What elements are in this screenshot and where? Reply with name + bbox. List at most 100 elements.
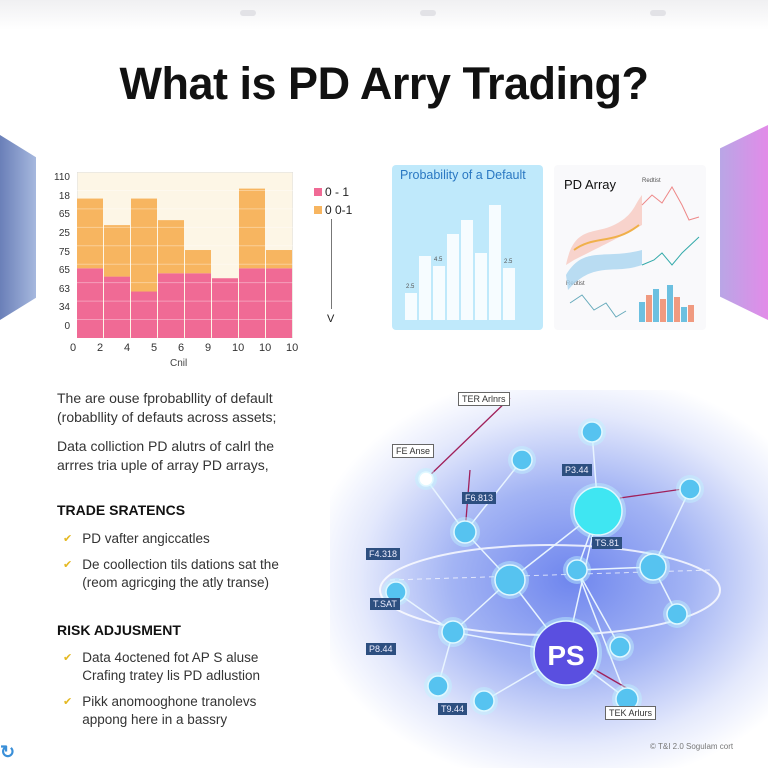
network-edge bbox=[576, 569, 628, 700]
mini-chart-label: Redtist bbox=[642, 178, 661, 184]
list-item: ✔ Data 4octened fot AP S aluse Crafing tra… bbox=[63, 650, 261, 683]
y-tick-label: 110 bbox=[54, 172, 70, 183]
y-tick-label: 65 bbox=[58, 209, 70, 221]
bar-segment bbox=[239, 268, 265, 338]
network-node bbox=[639, 553, 667, 581]
network-node bbox=[609, 636, 631, 658]
mini-charts bbox=[566, 186, 700, 322]
section-heading-trade: TRADE SRATENCS bbox=[57, 502, 186, 518]
network-label: TER Arlnrs bbox=[458, 392, 510, 406]
dashboard-title: PD Array bbox=[564, 177, 617, 192]
x-tick-label: 10 bbox=[286, 342, 299, 354]
network-edge bbox=[652, 488, 691, 568]
list-item: ✔ Pikk anomooghone tranolevs appong here i… bbox=[63, 694, 257, 727]
y-tick-label: 34 bbox=[58, 302, 70, 314]
bar-segment bbox=[212, 278, 238, 338]
network-label: P3.44 bbox=[562, 464, 592, 476]
pd-bar-chart: 2.5 4.5 2.5 bbox=[405, 205, 515, 320]
bar-segment bbox=[185, 273, 211, 338]
network-node bbox=[679, 478, 701, 500]
network-node bbox=[581, 421, 603, 443]
x-tick-label: 6 bbox=[178, 342, 185, 354]
network-label: F6.813 bbox=[462, 492, 497, 504]
ceiling-light bbox=[240, 10, 256, 16]
risk-list: ✔ Data 4octened fot AP S aluse Crafing tra… bbox=[63, 649, 260, 729]
x-tick-label: 4 bbox=[124, 342, 131, 354]
y-tick-label: 25 bbox=[58, 227, 70, 239]
x-axis-label: Cnil bbox=[170, 358, 188, 369]
pd-bar bbox=[405, 293, 417, 320]
network-label: T.SAT bbox=[370, 598, 400, 610]
legend-axis-line bbox=[331, 219, 332, 309]
pd-bar-label: 2.5 bbox=[504, 259, 513, 265]
bar-segment bbox=[185, 250, 211, 274]
intro-paragraph-2: Data colliction PD alutrs of calrl the ar… bbox=[57, 438, 275, 473]
arrow-link bbox=[425, 397, 511, 480]
x-tick-label: 10 bbox=[259, 342, 272, 354]
y-tick-label: 0 bbox=[64, 321, 70, 332]
legend: 0 - 1 0 0-1 bbox=[314, 183, 352, 219]
bar-segment bbox=[77, 198, 103, 269]
y-axis-ticks: 110 18 65 25 75 65 63 34 0 bbox=[44, 172, 70, 332]
network-label: TEK Arlurs bbox=[605, 706, 657, 720]
page-title: What is PD Arry Trading? bbox=[119, 58, 649, 109]
check-icon: ✔ bbox=[63, 696, 73, 708]
x-tick-label: 0 bbox=[70, 342, 77, 354]
ceiling-light bbox=[420, 10, 436, 16]
network-label: FE Anse bbox=[392, 444, 435, 458]
mini-chart-label: Redtist bbox=[566, 281, 585, 287]
center-node-label: PS bbox=[547, 640, 584, 671]
list-item: ✔ De coollection tils dations sat the (reo… bbox=[63, 557, 279, 590]
x-tick-label: 2 bbox=[97, 342, 104, 354]
y-tick-label: 63 bbox=[58, 283, 70, 295]
pd-bar-label: 2.5 bbox=[406, 284, 415, 290]
y-tick-label: 65 bbox=[58, 265, 70, 277]
network-node bbox=[666, 603, 688, 625]
x-tick-label: 10 bbox=[232, 342, 245, 354]
network-label: TS.81 bbox=[592, 537, 623, 549]
footer-credit: © T&I 2.0 Sogulam cort bbox=[650, 742, 734, 751]
network-node bbox=[473, 690, 495, 712]
section-heading-risk: RISK ADJUSMENT bbox=[57, 622, 181, 638]
network-node bbox=[453, 520, 477, 544]
ceiling-light bbox=[650, 10, 666, 16]
bar-segment bbox=[158, 273, 184, 338]
list-item: ✔ PD vafter angiccatles bbox=[63, 531, 210, 546]
bar-segment bbox=[131, 198, 157, 292]
arrow-link bbox=[619, 487, 691, 499]
bar-segment bbox=[77, 268, 103, 338]
pd-bar bbox=[503, 268, 515, 320]
bar-segment bbox=[131, 291, 157, 338]
network-label: F4.318 bbox=[366, 548, 401, 560]
pd-bar-label: 4.5 bbox=[434, 257, 443, 263]
ceiling bbox=[0, 0, 768, 30]
pd-bar bbox=[433, 266, 445, 320]
pd-bar bbox=[447, 234, 459, 320]
network-node bbox=[427, 675, 449, 697]
pd-chart-title: Probability of a Default bbox=[400, 168, 526, 182]
pd-bar bbox=[461, 220, 473, 320]
refresh-logo-icon: ↻ bbox=[0, 742, 16, 762]
network-node bbox=[511, 449, 533, 471]
bar-segment bbox=[239, 188, 265, 269]
pd-chart-panel: Probability of a Default 2.5 4.5 2.5 bbox=[392, 165, 543, 330]
dashboard-panel: PD Array Redtist Redtist bbox=[554, 165, 706, 330]
check-icon: ✔ bbox=[63, 533, 73, 545]
network-node bbox=[533, 620, 599, 686]
x-axis-ticks: 0 2 4 5 6 9 10 10 10 bbox=[62, 342, 302, 356]
network-edge bbox=[576, 569, 621, 648]
y-tick-label: 75 bbox=[58, 246, 70, 258]
bar-segment bbox=[266, 268, 292, 338]
network-node bbox=[494, 564, 526, 596]
check-icon: ✔ bbox=[63, 559, 73, 571]
legend-item: 0 0-1 bbox=[314, 201, 352, 219]
check-icon: ✔ bbox=[63, 652, 73, 664]
pd-bar bbox=[489, 205, 501, 320]
bar-segment bbox=[158, 220, 184, 274]
network-node bbox=[566, 559, 588, 581]
network-node bbox=[418, 471, 434, 487]
network-node bbox=[573, 486, 623, 536]
legend-axis-label: V bbox=[327, 313, 335, 325]
bar-segment bbox=[266, 250, 292, 269]
side-panel-left bbox=[0, 135, 36, 320]
